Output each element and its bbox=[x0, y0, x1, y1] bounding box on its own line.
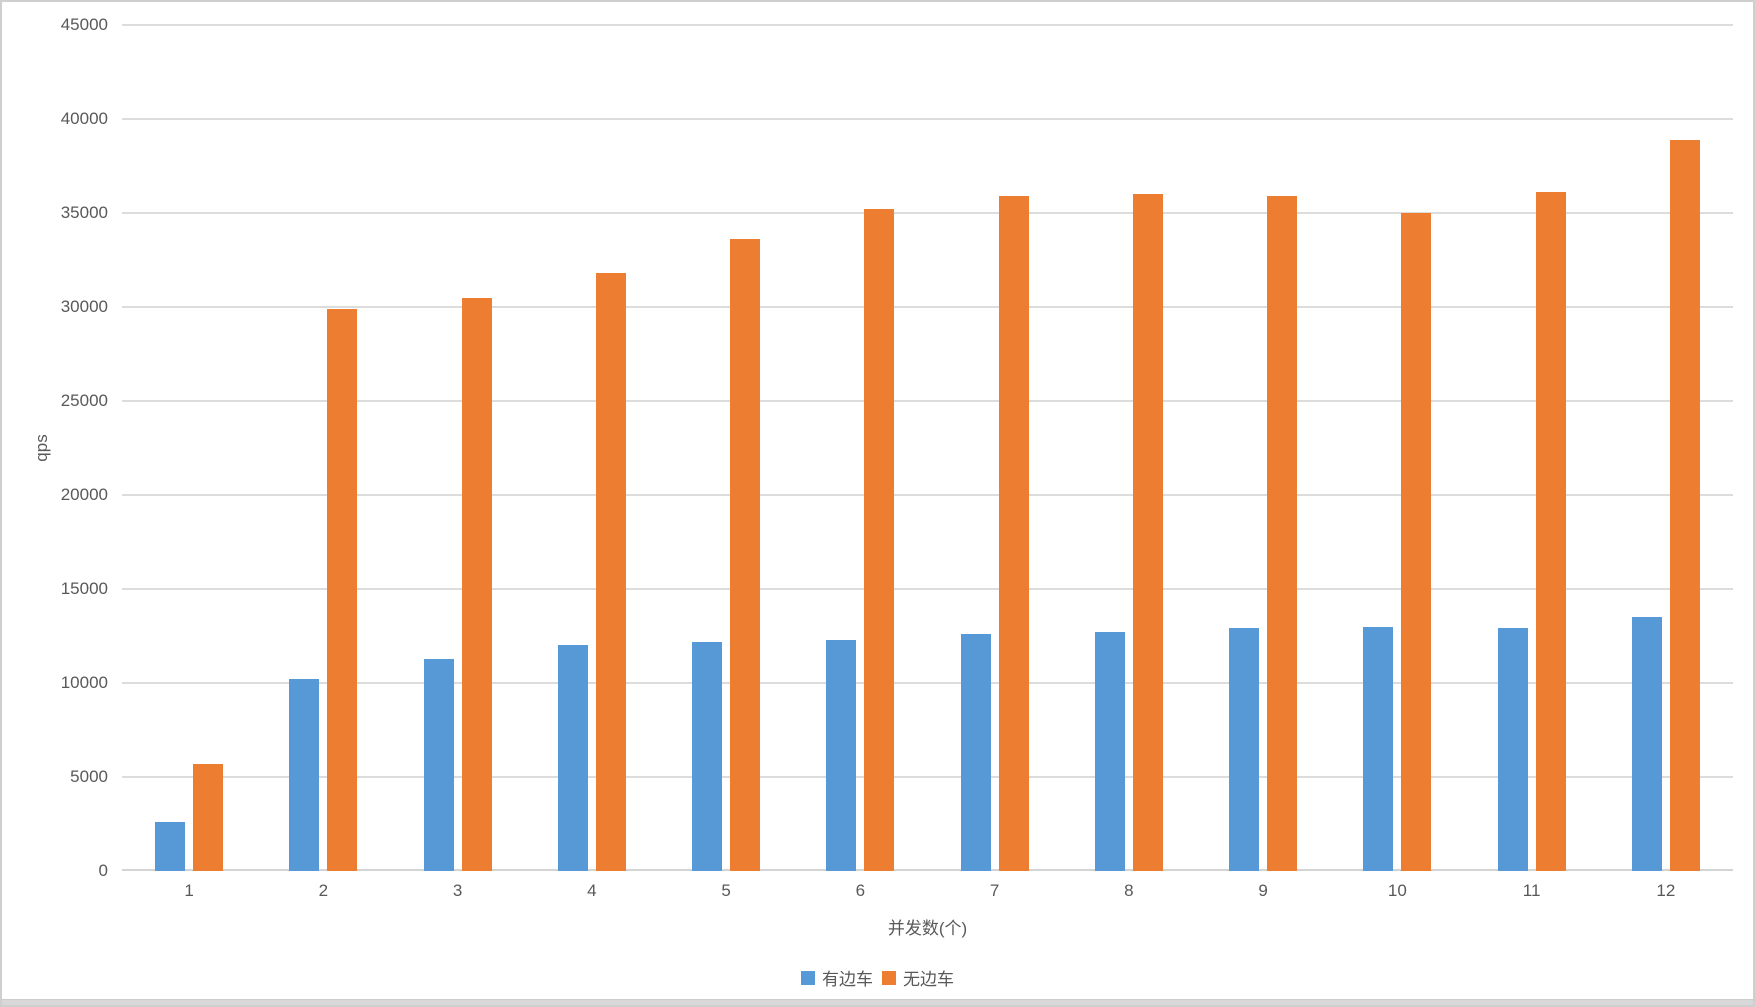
bar-有边车-2 bbox=[289, 679, 320, 871]
x-axis: 1 2 3 4 5 6 7 8 9 10 11 12 bbox=[122, 881, 1733, 903]
bar-无边车-8 bbox=[1132, 194, 1163, 871]
bar-group-7 bbox=[928, 25, 1062, 871]
y-axis-tick-label: 15000 bbox=[60, 579, 108, 599]
x-axis-tick-label: 5 bbox=[721, 881, 731, 900]
y-axis-tick-label: 5000 bbox=[70, 767, 108, 786]
y-axis-tick-label: 30000 bbox=[60, 297, 108, 317]
bar-无边车-3 bbox=[461, 297, 492, 871]
bar-group-3 bbox=[391, 25, 525, 871]
legend-label: 无边车 bbox=[903, 970, 954, 989]
bar-有边车-10 bbox=[1363, 626, 1394, 871]
gridline bbox=[122, 776, 1733, 778]
bar-有边车-11 bbox=[1497, 628, 1528, 871]
gridline bbox=[122, 118, 1733, 120]
bars-layer bbox=[122, 25, 1733, 871]
x-axis-tick-label: 11 bbox=[1522, 881, 1541, 900]
bar-有边车-8 bbox=[1094, 632, 1125, 871]
bar-无边车-12 bbox=[1669, 139, 1700, 871]
gridline bbox=[122, 212, 1733, 214]
legend-label: 有边车 bbox=[822, 970, 873, 989]
legend-swatch-icon bbox=[801, 970, 815, 985]
x-axis-tick-label: 3 bbox=[452, 881, 463, 900]
bar-group-6 bbox=[793, 25, 927, 871]
bar-group-11 bbox=[1465, 25, 1599, 871]
gridline bbox=[122, 24, 1733, 26]
y-axis-tick-label: 10000 bbox=[60, 673, 108, 692]
bar-group-1 bbox=[122, 25, 256, 871]
bar-有边车-1 bbox=[155, 822, 186, 871]
y-axis-tick-label: 40000 bbox=[60, 109, 108, 128]
y-axis-title: qps bbox=[32, 434, 51, 462]
legend-swatch-icon bbox=[882, 970, 896, 985]
bar-无边车-7 bbox=[998, 196, 1029, 871]
bar-group-8 bbox=[1062, 25, 1196, 871]
bar-有边车-5 bbox=[692, 641, 723, 871]
bar-无边车-2 bbox=[327, 308, 358, 871]
gridline bbox=[122, 400, 1733, 402]
bar-无边车-9 bbox=[1267, 196, 1298, 871]
x-axis-tick-label: 4 bbox=[587, 881, 597, 900]
bar-有边车-7 bbox=[960, 634, 991, 871]
bar-无边车-5 bbox=[730, 239, 761, 871]
bar-有边车-6 bbox=[826, 639, 857, 871]
x-axis-tick-label: 7 bbox=[989, 881, 1000, 900]
gridline bbox=[122, 869, 1733, 871]
legend-item-有边车: 有边车 bbox=[801, 965, 873, 990]
x-axis-tick-label: 1 bbox=[184, 881, 194, 900]
gridline bbox=[122, 588, 1733, 591]
bar-group-10 bbox=[1330, 25, 1464, 871]
bar-有边车-4 bbox=[557, 645, 588, 871]
legend-item-无边车: 无边车 bbox=[882, 965, 954, 990]
bar-group-9 bbox=[1196, 25, 1330, 871]
bar-有边车-12 bbox=[1631, 617, 1662, 871]
x-axis-title: 并发数(个) bbox=[887, 919, 968, 938]
gridline bbox=[122, 494, 1733, 496]
bar-group-5 bbox=[659, 25, 793, 871]
bar-无边车-4 bbox=[595, 273, 626, 871]
bar-group-12 bbox=[1599, 25, 1733, 871]
plot-area bbox=[122, 24, 1733, 871]
bar-有边车-3 bbox=[423, 658, 454, 871]
window-bottom-edge bbox=[2, 999, 1753, 1005]
bar-无边车-6 bbox=[864, 209, 895, 871]
bar-group-2 bbox=[256, 25, 390, 871]
gridline bbox=[122, 682, 1733, 684]
bar-无边车-10 bbox=[1401, 213, 1432, 871]
x-axis-tick-label: 12 bbox=[1656, 881, 1676, 900]
y-axis-tick-label: 0 bbox=[98, 861, 108, 880]
x-axis-tick-label: 6 bbox=[855, 881, 866, 900]
y-axis: 0 5000 10000 15000 20000 25000 30000 35000 40000… bbox=[2, 15, 108, 880]
y-axis-tick-label: 45000 bbox=[60, 15, 108, 34]
x-axis-tick-label: 10 bbox=[1387, 881, 1407, 900]
legend: 有边车 无边车 bbox=[2, 965, 1753, 990]
y-axis-tick-label: 35000 bbox=[60, 203, 108, 222]
bar-有边车-9 bbox=[1229, 628, 1260, 871]
bar-无边车-11 bbox=[1535, 192, 1566, 871]
bar-无边车-1 bbox=[193, 763, 224, 871]
y-axis-tick-label: 25000 bbox=[60, 391, 108, 410]
x-axis-tick-label: 8 bbox=[1124, 881, 1134, 900]
gridline bbox=[122, 306, 1733, 309]
y-axis-tick-label: 20000 bbox=[60, 485, 108, 504]
x-axis-tick-label: 9 bbox=[1258, 881, 1268, 900]
x-axis-tick-label: 2 bbox=[318, 881, 329, 900]
bar-group-4 bbox=[525, 25, 659, 871]
